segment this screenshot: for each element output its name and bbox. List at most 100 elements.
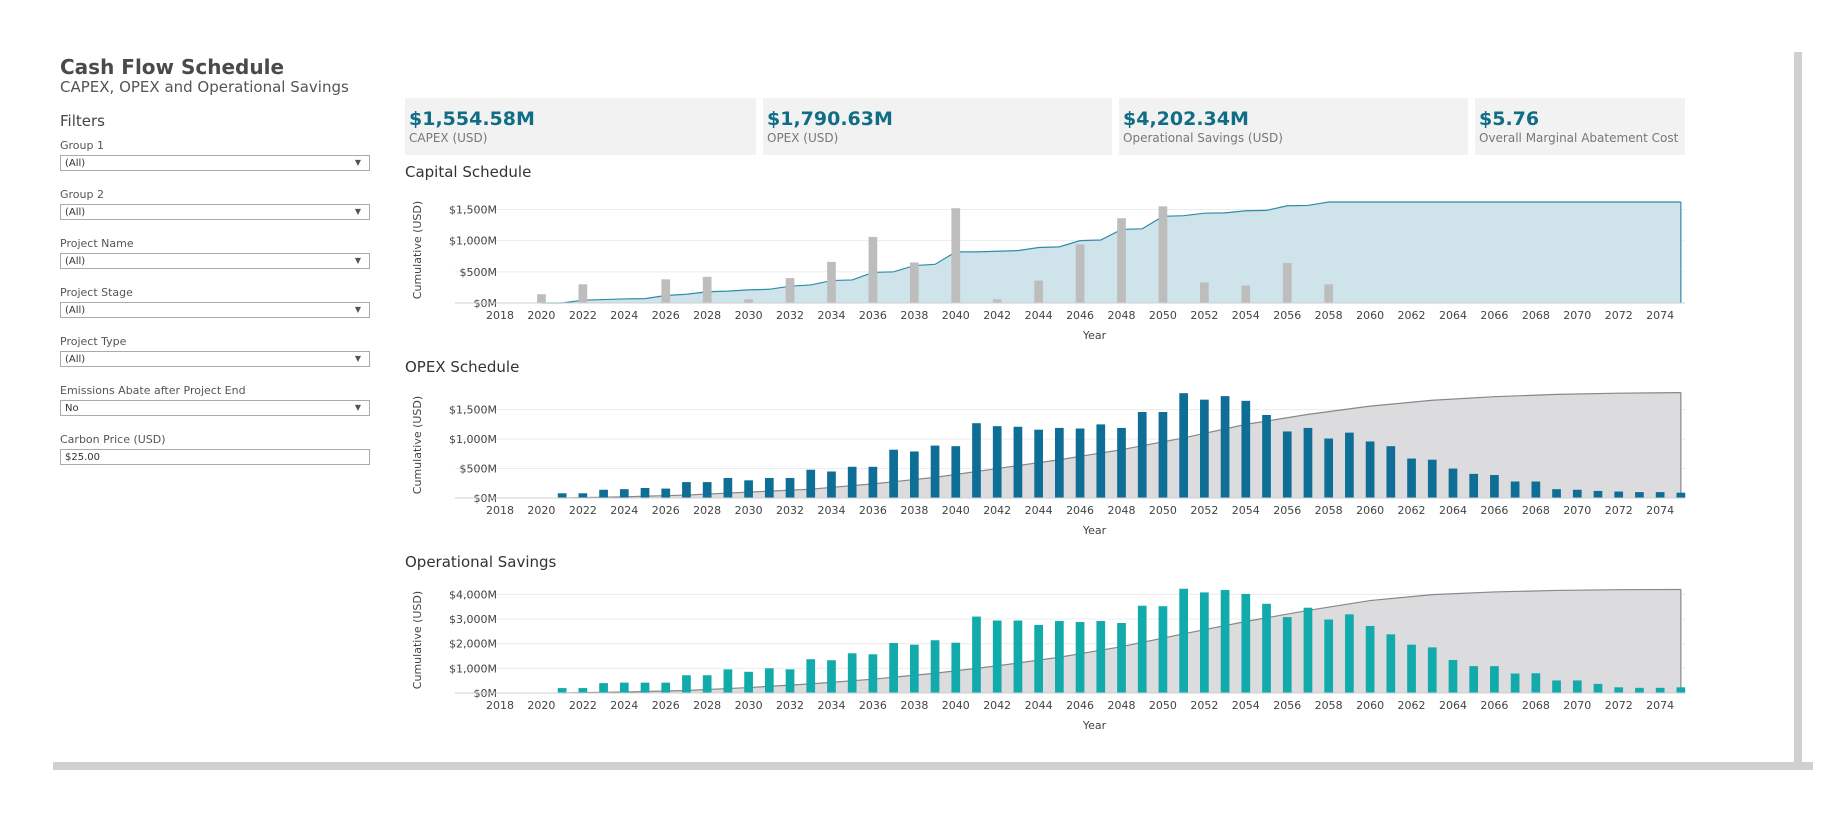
bar xyxy=(992,426,1002,498)
bar xyxy=(744,299,753,303)
y-axis-title: Cumulative (USD) xyxy=(411,201,424,299)
y-tick-label: $4,000M xyxy=(449,588,497,601)
bar xyxy=(1117,427,1126,498)
bar xyxy=(1655,492,1665,498)
bar xyxy=(1324,438,1334,498)
bar xyxy=(1179,588,1189,693)
x-tick-label: 2018 xyxy=(486,699,514,712)
x-tick-label: 2040 xyxy=(942,504,970,517)
bar xyxy=(1448,659,1458,693)
project-name-value: (All) xyxy=(65,256,86,267)
bar xyxy=(1158,412,1168,498)
x-tick-label: 2020 xyxy=(527,699,555,712)
bar xyxy=(661,682,671,693)
bar xyxy=(1282,431,1292,498)
bar xyxy=(1096,621,1106,693)
bar xyxy=(1013,426,1023,498)
bar xyxy=(682,482,691,498)
x-tick-label: 2074 xyxy=(1646,699,1674,712)
bar xyxy=(1552,680,1561,693)
x-tick-label: 2020 xyxy=(527,504,555,517)
dashboard-frame-right xyxy=(1794,52,1802,770)
bar xyxy=(1531,481,1541,498)
x-tick-label: 2022 xyxy=(569,504,597,517)
x-tick-label: 2072 xyxy=(1605,504,1633,517)
page-title: Cash Flow Schedule xyxy=(60,55,285,79)
x-tick-label: 2034 xyxy=(817,699,845,712)
x-tick-label: 2054 xyxy=(1232,309,1260,322)
y-tick-label: $500M xyxy=(460,266,498,279)
x-tick-label: 2066 xyxy=(1480,504,1508,517)
bar xyxy=(744,480,753,498)
bar xyxy=(1034,280,1043,303)
bar xyxy=(1262,414,1271,498)
group-1-select[interactable]: (All) ▼ xyxy=(60,155,370,171)
project-name-select[interactable]: (All) ▼ xyxy=(60,253,370,269)
x-tick-label: 2036 xyxy=(859,504,887,517)
dashboard-frame-bottom xyxy=(53,762,1813,770)
chevron-down-icon: ▼ xyxy=(354,305,361,314)
x-tick-label: 2032 xyxy=(776,309,804,322)
x-tick-label: 2070 xyxy=(1563,699,1591,712)
x-tick-label: 2018 xyxy=(486,309,514,322)
x-tick-label: 2020 xyxy=(527,309,555,322)
bar xyxy=(661,488,671,498)
y-tick-label: $500M xyxy=(460,463,498,476)
bar xyxy=(1365,441,1375,498)
x-tick-label: 2052 xyxy=(1190,504,1218,517)
carbon-price-input[interactable]: $25.00 xyxy=(60,449,370,465)
x-tick-label: 2030 xyxy=(735,504,763,517)
x-tick-label: 2050 xyxy=(1149,504,1177,517)
bar xyxy=(785,477,795,498)
capital-schedule-title: Capital Schedule xyxy=(405,163,532,181)
x-tick-label: 2046 xyxy=(1066,504,1094,517)
y-tick-label: $1,500M xyxy=(449,404,497,417)
x-tick-label: 2024 xyxy=(610,699,638,712)
cumulative-area xyxy=(541,201,1681,303)
project-stage-select[interactable]: (All) ▼ xyxy=(60,302,370,318)
bar xyxy=(1117,622,1126,693)
cumulative-area xyxy=(562,392,1681,498)
filter-label-carbon-price: Carbon Price (USD) xyxy=(60,433,166,446)
bar xyxy=(951,642,961,693)
bar xyxy=(1427,647,1437,693)
bar xyxy=(1469,666,1479,693)
emissions-abate-select[interactable]: No ▼ xyxy=(60,400,370,416)
bar xyxy=(1220,589,1230,693)
bar xyxy=(1386,634,1396,693)
bar xyxy=(1345,614,1354,693)
bar xyxy=(1220,396,1230,498)
group-2-value: (All) xyxy=(65,207,86,218)
x-tick-label: 2062 xyxy=(1398,699,1426,712)
kpi-savings-value: $4,202.34M xyxy=(1123,108,1249,130)
kpi-capex-label: CAPEX (USD) xyxy=(409,131,488,145)
bar xyxy=(1324,619,1334,693)
group-2-select[interactable]: (All) ▼ xyxy=(60,204,370,220)
bar xyxy=(702,276,712,303)
kpi-abatement-label: Overall Marginal Abatement Cost xyxy=(1479,131,1679,145)
kpi-savings-label: Operational Savings (USD) xyxy=(1123,131,1283,145)
bar xyxy=(578,493,588,498)
bar xyxy=(992,299,1002,303)
filter-label-project-stage: Project Stage xyxy=(60,286,133,299)
x-tick-label: 2042 xyxy=(983,699,1011,712)
x-tick-label: 2056 xyxy=(1273,699,1301,712)
y-tick-label: $3,000M xyxy=(449,613,497,626)
bar xyxy=(640,682,650,693)
x-tick-label: 2068 xyxy=(1522,504,1550,517)
x-tick-label: 2054 xyxy=(1232,504,1260,517)
bar xyxy=(619,489,629,498)
x-tick-label: 2036 xyxy=(859,309,887,322)
carbon-price-value: $25.00 xyxy=(65,452,100,463)
x-tick-label: 2050 xyxy=(1149,699,1177,712)
y-tick-label: $2,000M xyxy=(449,638,497,651)
bar xyxy=(1510,673,1520,693)
bar xyxy=(1200,399,1209,498)
project-type-value: (All) xyxy=(65,354,86,365)
x-tick-label: 2064 xyxy=(1439,504,1467,517)
x-tick-label: 2062 xyxy=(1398,504,1426,517)
bar xyxy=(1241,285,1251,303)
kpi-abatement-value: $5.76 xyxy=(1479,108,1540,130)
project-type-select[interactable]: (All) ▼ xyxy=(60,351,370,367)
